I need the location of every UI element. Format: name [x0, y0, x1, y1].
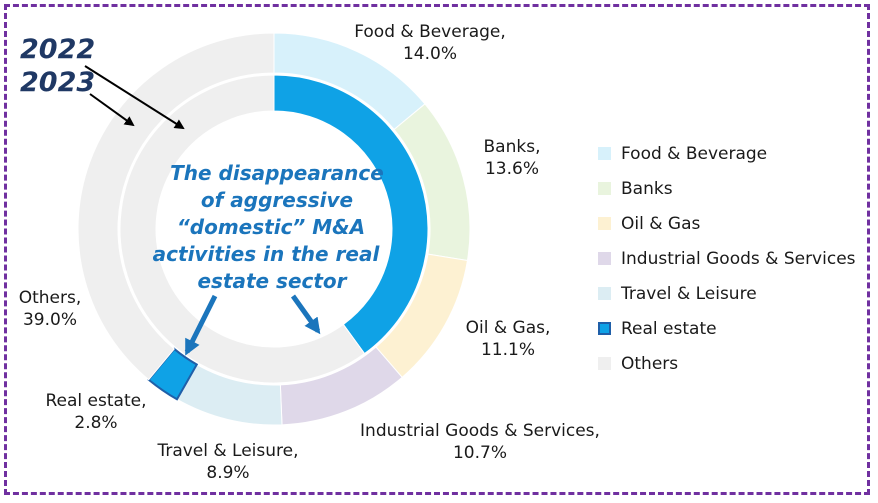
- legend-swatch: [598, 357, 611, 370]
- annotation-line: of aggressive: [201, 188, 353, 212]
- slice-label-others: Others, 39.0%: [19, 288, 82, 330]
- dashed-frame: [4, 4, 870, 495]
- annotation-line: activities in the real: [153, 242, 381, 266]
- legend-swatch: [598, 217, 611, 230]
- slice-label-real-estate: Real estate, 2.8%: [46, 391, 147, 433]
- legend-item-oil-and-gas: Oil & Gas: [598, 206, 856, 241]
- inner-ring-2023: [119, 74, 429, 384]
- legend-item-banks: Banks: [598, 171, 856, 206]
- legend-swatch: [598, 147, 611, 160]
- slice-label-banks: Banks, 13.6%: [484, 137, 541, 179]
- legend-swatch: [598, 252, 611, 265]
- annotation-line: The disappearance: [170, 161, 384, 185]
- legend-item-travel-and-leisure: Travel & Leisure: [598, 276, 856, 311]
- legend-label: Food & Beverage: [621, 143, 768, 164]
- slice-labels: Food & Beverage, 14.0% Banks, 13.6% Oil & Ga…: [19, 22, 600, 483]
- slice-label-industrial-goods-and-services: Industrial Goods & Services, 10.7%: [360, 421, 600, 463]
- legend-swatch: [598, 322, 611, 335]
- arrow-2022: [84, 65, 185, 130]
- legend: Food & Beverage Banks Oil & Gas Industrial …: [598, 136, 856, 381]
- year-label-2023: 2023: [20, 67, 95, 98]
- legend-label: Travel & Leisure: [621, 283, 757, 304]
- legend-item-food-and-beverage: Food & Beverage: [598, 136, 856, 171]
- legend-swatch: [598, 287, 611, 300]
- arrow-2023: [89, 93, 135, 127]
- legend-item-others: Others: [598, 346, 856, 381]
- legend-label: Industrial Goods & Services: [621, 248, 856, 269]
- legend-label: Oil & Gas: [621, 213, 701, 234]
- legend-label: Banks: [621, 178, 673, 199]
- year-label-2022: 2022: [20, 34, 95, 65]
- inner-slice-real-estate: [273, 74, 429, 355]
- slice-label-oil-and-gas: Oil & Gas, 11.1%: [466, 318, 551, 360]
- legend-item-industrial-goods-and-services: Industrial Goods & Services: [598, 241, 856, 276]
- annotation-arrow-left: [184, 294, 218, 356]
- legend-label: Real estate: [621, 318, 717, 339]
- annotation-line: estate sector: [197, 269, 347, 293]
- legend-item-real-estate: Real estate: [598, 311, 856, 346]
- legend-label: Others: [621, 353, 679, 374]
- slice-label-food-and-beverage: Food & Beverage, 14.0%: [354, 22, 506, 64]
- slice-label-travel-and-leisure: Travel & Leisure, 8.9%: [156, 441, 298, 483]
- annotation-line: “domestic” M&A: [177, 215, 365, 239]
- legend-swatch: [598, 182, 611, 195]
- annotation-arrow-right: [290, 294, 321, 335]
- annotation-text: The disappearance of aggressive “domestic”…: [153, 161, 384, 293]
